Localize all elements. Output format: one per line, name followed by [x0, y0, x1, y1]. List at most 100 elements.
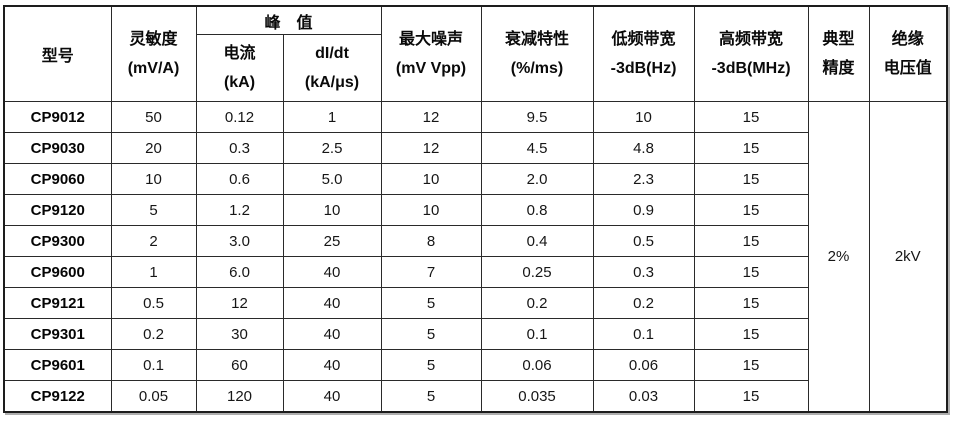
max-noise-cell: 12	[380, 132, 482, 164]
sensitivity-cell: 0.05	[110, 380, 197, 413]
col-header-peak-current-line1: 电流	[223, 45, 256, 62]
table-row: CP9121 0.5 12 40 5 0.2 0.2 15	[3, 287, 947, 319]
attenuation-cell: 4.5	[480, 132, 594, 164]
col-header-model: 型号	[3, 5, 112, 102]
sensitivity-cell: 20	[110, 132, 197, 164]
high-bandwidth-cell: 15	[693, 101, 809, 133]
high-bandwidth-cell: 15	[693, 132, 809, 164]
model-cell: CP9030	[3, 132, 112, 164]
table-row: CP9600 1 6.0 40 7 0.25 0.3 15	[3, 256, 947, 288]
attenuation-cell: 9.5	[480, 101, 594, 133]
model-cell: CP9120	[3, 194, 112, 226]
col-header-low-bandwidth-line2: -3dB(Hz)	[610, 60, 677, 77]
attenuation-cell: 0.8	[480, 194, 594, 226]
low-bandwidth-cell: 0.1	[592, 318, 695, 350]
col-header-sensitivity: 灵敏度 (mV/A)	[110, 5, 197, 102]
low-bandwidth-cell: 0.03	[592, 380, 695, 413]
low-bandwidth-cell: 10	[592, 101, 695, 133]
table-row: CP9122 0.05 120 40 5 0.035 0.03 15	[3, 380, 947, 413]
model-cell: CP9012	[3, 101, 112, 133]
sensitivity-cell: 1	[110, 256, 197, 288]
col-header-peak-current: 电流 (kA)	[195, 34, 284, 102]
table-row: CP9120 5 1.2 10 10 0.8 0.9 15	[3, 194, 947, 226]
peak-current-cell: 30	[195, 318, 284, 350]
model-cell: CP9301	[3, 318, 112, 350]
current-probe-spec-table: 型号 灵敏度 (mV/A) 峰 值 最大噪声 (mV Vpp) 衰减特性 (%/…	[3, 5, 949, 413]
peak-didt-cell: 40	[282, 287, 382, 319]
table-row: CP9300 2 3.0 25 8 0.4 0.5 15	[3, 225, 947, 257]
high-bandwidth-cell: 15	[693, 380, 809, 413]
table-row: CP9012 50 0.12 1 12 9.5 10 15 2% 2kV	[3, 101, 948, 413]
peak-didt-cell: 40	[282, 380, 382, 413]
peak-didt-cell: 10	[282, 194, 382, 226]
col-header-peak-current-line2: (kA)	[223, 74, 256, 91]
col-header-high-bandwidth-line2: -3dB(MHz)	[711, 60, 791, 77]
max-noise-cell: 5	[380, 349, 482, 381]
peak-didt-cell: 40	[282, 349, 382, 381]
high-bandwidth-cell: 15	[693, 225, 809, 257]
low-bandwidth-cell: 2.3	[592, 163, 695, 195]
low-bandwidth-cell: 0.06	[592, 349, 695, 381]
sensitivity-cell: 0.1	[110, 349, 197, 381]
sensitivity-cell: 0.5	[110, 287, 197, 319]
attenuation-cell: 0.1	[480, 318, 594, 350]
attenuation-cell: 0.2	[480, 287, 594, 319]
model-cell: CP9600	[3, 256, 112, 288]
col-header-typical-accuracy-line2: 精度	[822, 60, 855, 77]
max-noise-cell: 5	[380, 380, 482, 413]
col-header-max-noise: 最大噪声 (mV Vpp)	[380, 5, 482, 102]
col-header-peak: 峰 值	[195, 5, 382, 35]
insulation-voltage-value-cell: 2kV	[868, 101, 948, 413]
peak-didt-cell: 5.0	[282, 163, 382, 195]
col-header-attenuation-line1: 衰减特性	[505, 31, 570, 48]
attenuation-cell: 0.4	[480, 225, 594, 257]
col-header-insulation-voltage-line1: 绝缘	[891, 31, 924, 48]
high-bandwidth-cell: 15	[693, 256, 809, 288]
max-noise-cell: 8	[380, 225, 482, 257]
table-row: CP9060 10 0.6 5.0 10 2.0 2.3 15	[3, 163, 947, 195]
low-bandwidth-cell: 0.3	[592, 256, 695, 288]
max-noise-cell: 10	[380, 194, 482, 226]
low-bandwidth-cell: 0.5	[592, 225, 695, 257]
peak-current-cell: 3.0	[195, 225, 284, 257]
model-cell: CP9300	[3, 225, 112, 257]
low-bandwidth-cell: 0.9	[592, 194, 695, 226]
table-row: CP9601 0.1 60 40 5 0.06 0.06 15	[3, 349, 947, 381]
attenuation-cell: 2.0	[480, 163, 594, 195]
sensitivity-cell: 0.2	[110, 318, 197, 350]
col-header-high-bandwidth-line1: 高频带宽	[719, 31, 784, 48]
peak-current-cell: 120	[195, 380, 284, 413]
peak-didt-cell: 1	[282, 101, 382, 133]
high-bandwidth-cell: 15	[693, 318, 809, 350]
col-header-low-bandwidth-line1: 低频带宽	[611, 31, 676, 48]
peak-current-cell: 60	[195, 349, 284, 381]
low-bandwidth-cell: 4.8	[592, 132, 695, 164]
max-noise-cell: 12	[380, 101, 482, 133]
col-header-typical-accuracy: 典型 精度	[807, 5, 870, 102]
model-cell: CP9060	[3, 163, 112, 195]
peak-didt-cell: 40	[282, 256, 382, 288]
col-header-sensitivity-line2: (mV/A)	[127, 60, 180, 77]
peak-current-cell: 0.6	[195, 163, 284, 195]
col-header-max-noise-line1: 最大噪声	[399, 31, 464, 48]
sensitivity-cell: 50	[110, 101, 197, 133]
low-bandwidth-cell: 0.2	[592, 287, 695, 319]
peak-didt-cell: 25	[282, 225, 382, 257]
attenuation-cell: 0.035	[480, 380, 594, 413]
max-noise-cell: 5	[380, 318, 482, 350]
model-cell: CP9601	[3, 349, 112, 381]
max-noise-cell: 7	[380, 256, 482, 288]
peak-current-cell: 1.2	[195, 194, 284, 226]
col-header-peak-didt-line2: (kA/μs)	[304, 74, 360, 91]
sensitivity-cell: 10	[110, 163, 197, 195]
max-noise-cell: 10	[380, 163, 482, 195]
col-header-peak-didt-line1: dI/dt	[315, 45, 349, 62]
col-header-insulation-voltage-line2: 电压值	[883, 60, 932, 77]
col-header-high-bandwidth: 高频带宽 -3dB(MHz)	[693, 5, 809, 102]
peak-didt-cell: 2.5	[282, 132, 382, 164]
peak-current-cell: 0.12	[195, 101, 284, 133]
peak-didt-cell: 40	[282, 318, 382, 350]
col-header-typical-accuracy-line1: 典型	[822, 31, 855, 48]
col-header-attenuation: 衰减特性 (%/ms)	[480, 5, 594, 102]
attenuation-cell: 0.06	[480, 349, 594, 381]
